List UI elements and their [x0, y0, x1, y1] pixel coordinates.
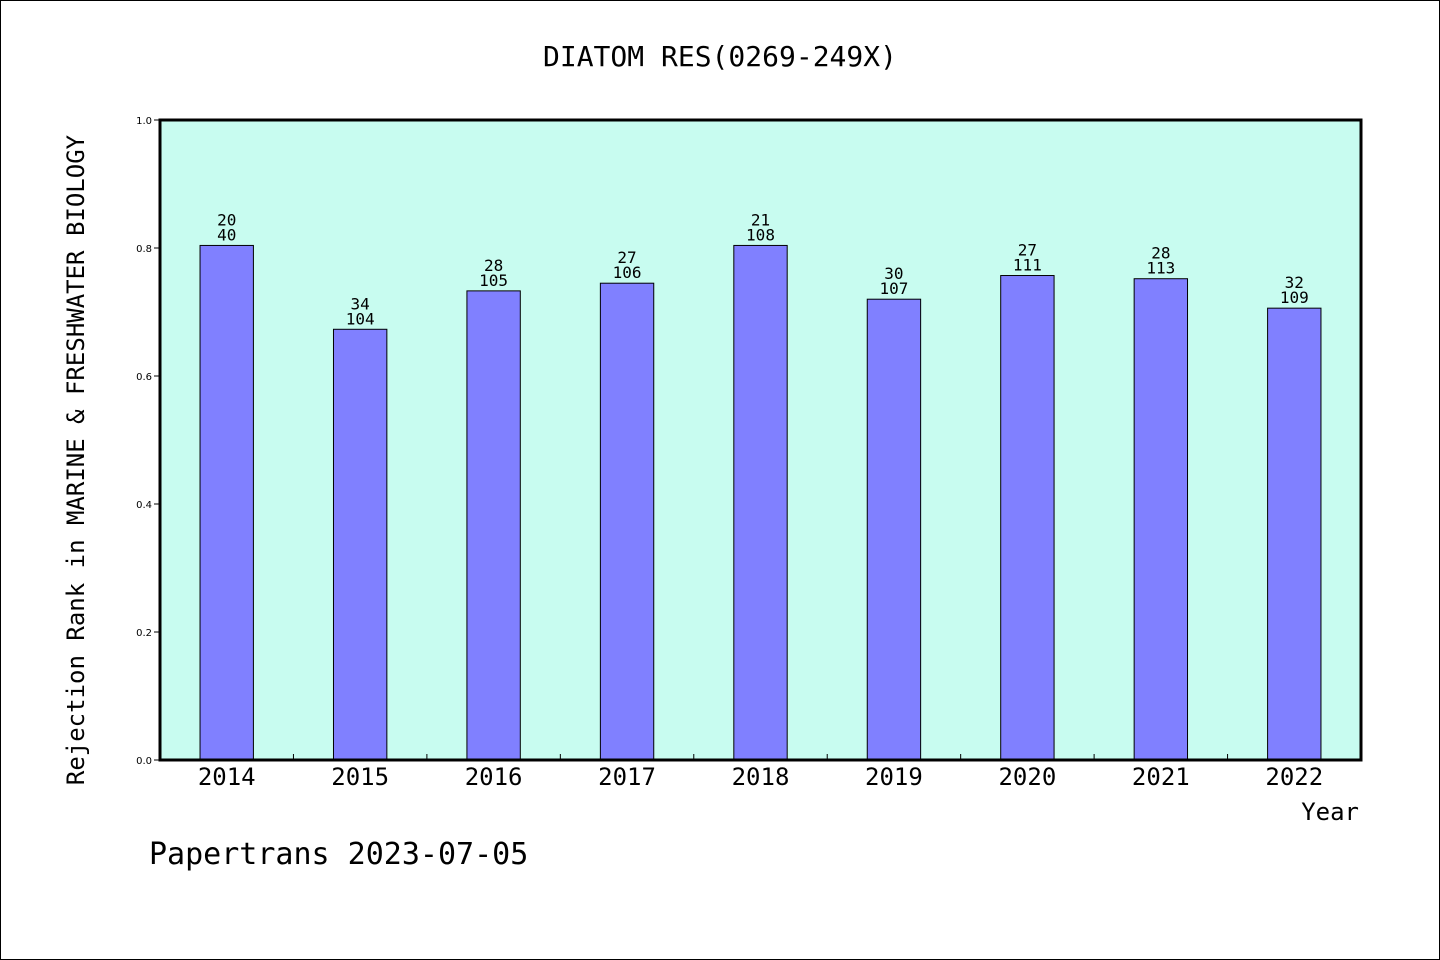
y-tick-label: 0.4 [136, 500, 152, 511]
rank-label: 28 [484, 256, 503, 275]
x-tick-label: 2019 [865, 763, 923, 791]
rank-label: 32 [1285, 273, 1304, 292]
x-tick-label: 2016 [465, 763, 523, 791]
bar-2018 [733, 244, 788, 761]
x-tick-label: 2018 [732, 763, 790, 791]
y-tick-label: 1.0 [136, 116, 152, 127]
total-label: 104 [346, 309, 375, 328]
x-tick-label: 2022 [1265, 763, 1323, 791]
chart-title: DIATOM RES(0269-249X) [543, 40, 897, 73]
total-label: 107 [879, 279, 908, 298]
bar-2014 [199, 244, 254, 761]
bar-2022 [1267, 307, 1322, 761]
bar-2019 [866, 298, 922, 761]
total-label: 111 [1013, 256, 1042, 275]
bar-2020 [1000, 275, 1055, 761]
x-tick-label: 2015 [331, 763, 389, 791]
total-label: 113 [1146, 259, 1175, 278]
rank-label: 27 [617, 248, 636, 267]
rank-label: 21 [751, 210, 770, 229]
bar-2017 [599, 282, 655, 761]
bar-2021 [1133, 278, 1189, 761]
y-tick-label: 0.2 [136, 628, 152, 639]
x-axis-label: Year [1301, 798, 1359, 826]
bar-2016 [466, 290, 521, 761]
x-tick-label: 2021 [1132, 763, 1190, 791]
total-label: 109 [1280, 288, 1309, 307]
footer-text: Papertrans 2023-07-05 [149, 837, 528, 872]
rank-label: 20 [217, 210, 236, 229]
total-label: 105 [479, 271, 508, 290]
y-tick-label: 0.8 [136, 244, 152, 255]
y-axis-label: Rejection Rank in MARINE & FRESHWATER BI… [62, 134, 90, 785]
bars [199, 244, 1322, 761]
total-label: 40 [217, 225, 236, 244]
x-tick-label: 2017 [598, 763, 656, 791]
rank-label: 28 [1151, 244, 1170, 263]
x-tick-labels: 2014 2015 2016 2017 2018 2019 2020 2021 2022 [198, 763, 1323, 791]
y-tick-labels: 0.0 0.2 0.4 0.6 0.8 1.0 [136, 116, 152, 767]
rank-label: 30 [884, 264, 903, 283]
total-label: 106 [613, 263, 642, 282]
x-tick-label: 2014 [198, 763, 256, 791]
rank-label: 34 [351, 294, 370, 313]
y-tick-label: 0.6 [136, 372, 152, 383]
total-label: 108 [746, 225, 775, 244]
plot-border [158, 118, 1363, 762]
data-labels: 2040341042810527106211083010727111281133… [217, 210, 1309, 328]
y-tick-label: 0.0 [136, 756, 152, 767]
bar-2015 [332, 328, 388, 761]
rank-label: 27 [1018, 241, 1037, 260]
x-tick-label: 2020 [998, 763, 1056, 791]
